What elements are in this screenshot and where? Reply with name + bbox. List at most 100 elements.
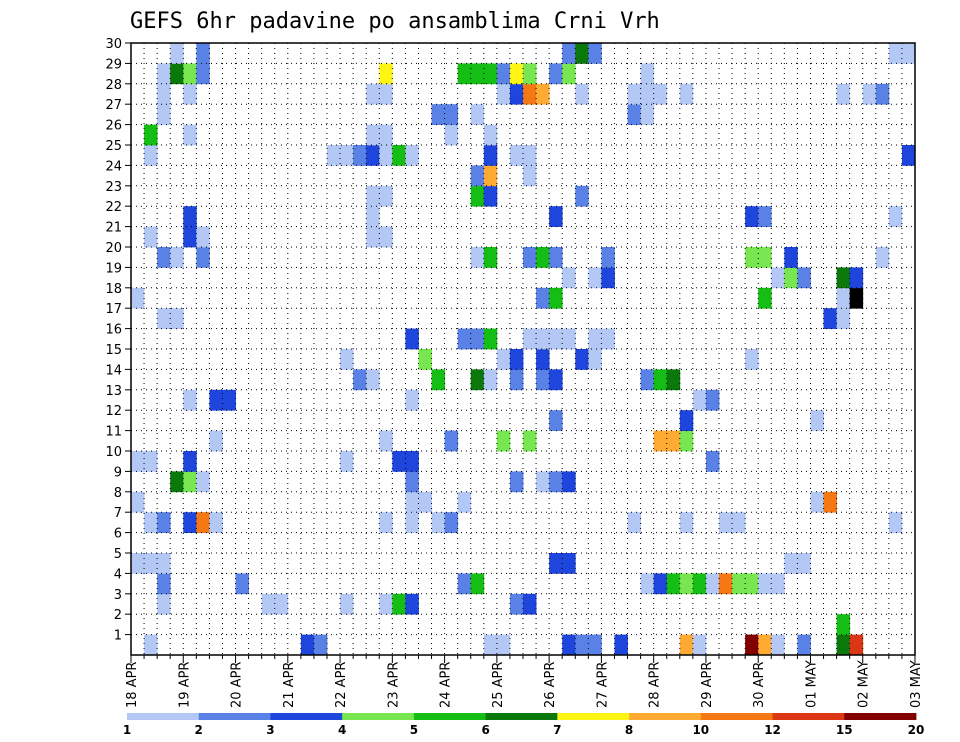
heatmap-cell	[758, 634, 772, 656]
heatmap-cell	[549, 287, 563, 309]
x-tick-label: 30 APR	[752, 662, 767, 708]
heatmap-cell	[157, 593, 171, 615]
heatmap-cell	[209, 389, 223, 411]
colorbar-tick-label: 6	[481, 723, 489, 737]
heatmap-cell	[379, 593, 393, 615]
heatmap-cell	[679, 410, 694, 431]
heatmap-cell	[157, 308, 171, 329]
heatmap-cell	[183, 63, 197, 85]
heatmap-cell	[575, 185, 589, 207]
heatmap-cell	[575, 83, 589, 105]
y-tick-label: 13	[105, 384, 122, 399]
y-tick-label: 8	[114, 486, 122, 501]
y-tick-label: 2	[114, 608, 122, 623]
y-tick-label: 24	[105, 159, 122, 174]
heatmap-cell	[875, 83, 890, 105]
heatmap-cell	[327, 145, 341, 166]
heatmap-cell	[562, 43, 576, 64]
heatmap-cell	[340, 349, 354, 370]
heatmap-cell	[823, 491, 837, 513]
heatmap-cell	[810, 410, 824, 431]
heatmap-cell	[549, 206, 563, 227]
x-axis: 18 APR 19 APR 20 APR 21 APR 22 APR 23 APR 24 A…	[125, 655, 924, 708]
heatmap-cell	[771, 267, 785, 289]
x-tick-label: 28 APR	[648, 662, 663, 708]
heatmap-cell	[562, 634, 576, 656]
heatmap-cell	[575, 43, 589, 64]
heatmap-cell	[483, 63, 498, 85]
heatmap-cell	[170, 63, 184, 85]
heatmap-cell	[196, 247, 210, 268]
heatmap-cell	[562, 328, 576, 350]
heatmap-cell	[183, 471, 197, 493]
heatmap-cell	[235, 573, 249, 595]
y-tick-label: 17	[105, 302, 122, 317]
heatmap-cell	[366, 83, 380, 105]
y-tick-label: 7	[114, 506, 122, 521]
heatmap-cell	[444, 104, 459, 125]
heatmap-cell	[144, 124, 158, 146]
x-tick-label: 25 APR	[491, 662, 506, 708]
heatmap-cell	[575, 634, 589, 656]
heatmap-cell	[431, 104, 445, 125]
heatmap-cell	[144, 145, 158, 166]
heatmap-cell	[509, 83, 524, 105]
y-tick-label: 11	[105, 425, 122, 440]
heatmap-cell	[261, 593, 276, 615]
colorbar-swatch	[485, 713, 558, 720]
colorbar-swatch	[270, 713, 343, 720]
heatmap-cell	[157, 247, 171, 268]
heatmap-cell	[588, 349, 602, 370]
y-tick-label: 29	[105, 57, 122, 72]
heatmap-cell	[170, 308, 184, 329]
heatmap-cell	[483, 247, 498, 268]
heatmap-cell	[470, 573, 485, 595]
heatmap-cell	[849, 267, 864, 289]
heatmap-cell	[144, 553, 158, 574]
heatmap-cell	[379, 145, 393, 166]
heatmap-cell	[758, 247, 772, 268]
heatmap-cell	[679, 430, 694, 452]
heatmap-cell	[562, 63, 576, 85]
heatmap-cell	[457, 63, 472, 85]
heatmap-cell	[405, 471, 419, 493]
heatmap-cell	[405, 451, 419, 472]
heatmap-cell	[405, 593, 419, 615]
heatmap-cell	[627, 104, 641, 125]
grid-lines	[131, 43, 915, 655]
heatmap-cell	[705, 389, 720, 411]
heatmap-cell	[418, 349, 432, 370]
heatmap-cell	[601, 267, 615, 289]
heatmap-cell	[523, 247, 537, 268]
heatmap-cell	[575, 349, 589, 370]
chart-title: GEFS 6hr padavine po ansamblima Crni Vrh	[130, 9, 660, 34]
heatmap-cell	[509, 369, 524, 391]
colorbar-tick-label: 7	[553, 723, 561, 737]
heatmap-cell	[431, 369, 445, 391]
heatmap-cell	[170, 43, 184, 64]
heatmap-cell	[640, 369, 655, 391]
heatmap-cell	[588, 328, 602, 350]
colorbar-tick-label: 8	[625, 723, 633, 737]
heatmap-cell	[888, 206, 903, 227]
heatmap-cell	[509, 349, 524, 370]
heatmap-cell	[588, 43, 602, 64]
heatmap-cell	[836, 287, 851, 309]
heatmap-cell	[183, 226, 197, 248]
y-tick-label: 4	[114, 567, 122, 582]
colorbar-swatch	[342, 713, 415, 720]
heatmap-cell	[196, 226, 210, 248]
y-tick-label: 10	[105, 445, 122, 460]
heatmap-cell	[405, 512, 419, 533]
heatmap-cell	[679, 634, 694, 656]
heatmap-cell	[457, 328, 472, 350]
heatmap-cell	[666, 430, 681, 452]
heatmap-cell	[627, 512, 641, 533]
heatmap-cell	[157, 104, 171, 125]
heatmap-cell	[392, 145, 406, 166]
heatmap-cell	[797, 553, 811, 574]
heatmap-cell	[157, 553, 171, 574]
colorbar-swatch	[557, 713, 630, 720]
heatmap-cell	[849, 634, 864, 656]
